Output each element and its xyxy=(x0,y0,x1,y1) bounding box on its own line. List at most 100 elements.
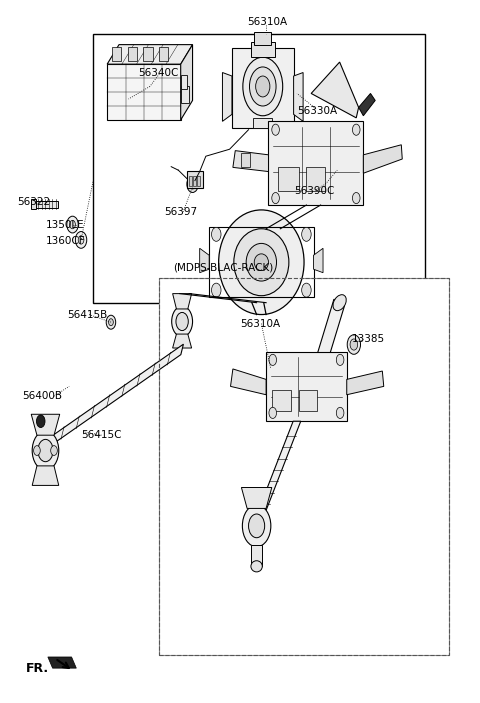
Bar xyxy=(193,176,196,186)
Bar xyxy=(251,546,262,567)
Bar xyxy=(253,118,272,129)
Circle shape xyxy=(269,354,276,366)
Circle shape xyxy=(352,124,360,135)
Circle shape xyxy=(352,193,360,204)
Text: 56340C: 56340C xyxy=(138,67,179,77)
Polygon shape xyxy=(230,369,266,395)
Circle shape xyxy=(249,514,264,538)
Bar xyxy=(197,176,200,186)
Polygon shape xyxy=(222,72,232,122)
Bar xyxy=(278,167,300,191)
Polygon shape xyxy=(173,334,192,348)
Circle shape xyxy=(36,415,45,427)
Polygon shape xyxy=(173,294,192,309)
Circle shape xyxy=(269,407,276,418)
Circle shape xyxy=(187,176,198,193)
Text: 56415B: 56415B xyxy=(67,309,107,320)
Polygon shape xyxy=(180,44,192,120)
Text: FR.: FR. xyxy=(25,662,48,675)
Ellipse shape xyxy=(254,254,268,271)
Bar xyxy=(187,171,204,188)
Polygon shape xyxy=(241,487,272,508)
Bar xyxy=(180,86,189,103)
Text: 56322: 56322 xyxy=(17,197,50,207)
Bar xyxy=(159,278,449,655)
Circle shape xyxy=(51,446,57,456)
Text: 56310A: 56310A xyxy=(240,318,280,328)
Polygon shape xyxy=(313,248,323,273)
Text: 56415C: 56415C xyxy=(81,430,121,440)
Bar xyxy=(300,390,317,411)
Circle shape xyxy=(212,283,221,297)
Bar xyxy=(32,201,58,208)
Bar xyxy=(251,42,275,57)
Circle shape xyxy=(336,354,344,366)
Text: 56400B: 56400B xyxy=(22,391,62,401)
Circle shape xyxy=(272,124,279,135)
Polygon shape xyxy=(32,466,59,485)
Circle shape xyxy=(301,227,311,241)
Polygon shape xyxy=(48,344,183,447)
Bar xyxy=(93,34,425,303)
Circle shape xyxy=(256,76,270,97)
Text: 13385: 13385 xyxy=(351,334,384,344)
Ellipse shape xyxy=(234,228,289,296)
Bar xyxy=(159,46,168,60)
Bar xyxy=(107,64,180,120)
Circle shape xyxy=(243,57,283,116)
Circle shape xyxy=(347,335,360,354)
Circle shape xyxy=(189,179,196,189)
Polygon shape xyxy=(347,371,384,395)
Text: 56310A: 56310A xyxy=(247,18,287,27)
Text: 1360CF: 1360CF xyxy=(46,236,85,246)
Circle shape xyxy=(32,431,59,470)
Circle shape xyxy=(70,220,75,228)
Bar xyxy=(268,122,363,205)
Circle shape xyxy=(301,283,311,297)
Text: (MDPS-BLAC-RACK): (MDPS-BLAC-RACK) xyxy=(174,263,274,273)
Bar xyxy=(241,153,251,167)
Circle shape xyxy=(108,318,113,325)
Text: 56397: 56397 xyxy=(164,207,197,217)
Text: 1350LE: 1350LE xyxy=(46,219,84,230)
Bar xyxy=(209,227,313,297)
Bar xyxy=(189,176,192,186)
Ellipse shape xyxy=(219,210,304,314)
Circle shape xyxy=(242,505,271,547)
Circle shape xyxy=(336,407,344,418)
Circle shape xyxy=(250,67,276,106)
Bar xyxy=(254,32,271,44)
Polygon shape xyxy=(316,299,344,366)
Circle shape xyxy=(176,312,188,330)
Circle shape xyxy=(38,439,53,462)
Ellipse shape xyxy=(333,295,346,311)
Ellipse shape xyxy=(251,561,262,572)
Circle shape xyxy=(67,217,78,233)
Bar xyxy=(143,46,153,60)
Polygon shape xyxy=(107,44,192,64)
Circle shape xyxy=(75,231,87,248)
Circle shape xyxy=(272,193,279,204)
Bar xyxy=(31,200,36,209)
Polygon shape xyxy=(359,93,375,116)
Polygon shape xyxy=(255,421,301,519)
Polygon shape xyxy=(294,72,303,122)
Bar xyxy=(232,48,294,129)
Polygon shape xyxy=(363,145,402,173)
Bar xyxy=(128,46,137,60)
Circle shape xyxy=(106,315,116,329)
Bar xyxy=(306,167,325,191)
Text: 56330A: 56330A xyxy=(297,106,337,116)
Text: 56390C: 56390C xyxy=(295,186,335,196)
Polygon shape xyxy=(48,657,76,668)
Bar xyxy=(266,352,347,421)
Bar xyxy=(180,75,187,89)
Bar xyxy=(112,46,121,60)
Circle shape xyxy=(212,227,221,241)
Polygon shape xyxy=(31,414,60,435)
Ellipse shape xyxy=(246,243,276,281)
Circle shape xyxy=(78,236,84,244)
Bar xyxy=(159,278,449,655)
Bar xyxy=(272,390,291,411)
Circle shape xyxy=(34,446,40,456)
